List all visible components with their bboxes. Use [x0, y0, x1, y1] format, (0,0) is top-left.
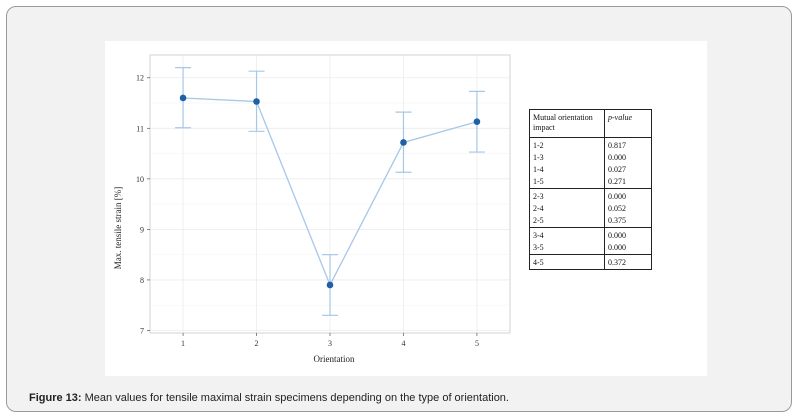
caption-label: Figure 13: — [29, 392, 82, 404]
figure-caption: Figure 13: Mean values for tensile maxim… — [29, 392, 769, 404]
p-value-cell: 0.271 — [604, 176, 652, 189]
figure-panel: 7 8 9 10 11 12 1 2 3 4 5 Orientation Max. tensile … — [105, 41, 707, 376]
p-value-cell: 0.000 — [604, 227, 652, 242]
table-row: 2-3 0.000 — [529, 188, 652, 203]
y-tick-label: 11 — [136, 124, 144, 133]
orientation-pair-cell: 2-3 — [529, 188, 605, 203]
data-point — [326, 281, 334, 289]
y-tick-label: 12 — [136, 74, 144, 83]
data-point — [473, 118, 481, 126]
x-tick-label: 1 — [181, 339, 185, 348]
table-header-orientation: Mutual orientation impact — [529, 109, 605, 138]
x-tick-label: 2 — [255, 339, 259, 348]
p-value-cell: 0.000 — [604, 188, 652, 203]
x-axis-label: Orientation — [314, 354, 355, 364]
orientation-pair-cell: 2-4 — [529, 203, 605, 215]
orientation-pair-cell: 4-5 — [529, 254, 605, 270]
x-tick-label: 3 — [328, 339, 332, 348]
orientation-pair-cell: 3-5 — [529, 242, 605, 255]
data-points — [179, 94, 481, 289]
table-row: 1-4 0.027 — [529, 164, 652, 176]
x-tick-label: 5 — [475, 339, 479, 348]
data-point — [253, 98, 260, 105]
p-value-cell: 0.817 — [604, 137, 652, 152]
y-tick-label: 7 — [140, 326, 144, 335]
orientation-pair-cell: 3-4 — [529, 227, 605, 242]
p-value-cell: 0.027 — [604, 164, 652, 176]
p-value-cell: 0.000 — [604, 152, 652, 164]
table-row: 2-4 0.052 — [529, 203, 652, 215]
table-row: 4-5 0.372 — [529, 254, 652, 270]
caption-text: Mean values for tensile maximal strain s… — [81, 392, 509, 404]
table-row: 1-3 0.000 — [529, 152, 652, 164]
table-row: 3-5 0.000 — [529, 242, 652, 255]
y-tick-label: 10 — [136, 175, 144, 184]
p-value-cell: 0.000 — [604, 242, 652, 255]
data-point — [179, 94, 187, 102]
p-value-cell: 0.052 — [604, 203, 652, 215]
table-row: 1-5 0.271 — [529, 176, 652, 189]
orientation-pair-cell: 1-3 — [529, 152, 605, 164]
orientation-pair-cell: 1-5 — [529, 176, 605, 189]
orientation-pair-cell: 1-4 — [529, 164, 605, 176]
orientation-pair-cell: 2-5 — [529, 215, 605, 228]
y-tick-label: 8 — [140, 276, 144, 285]
p-value-table-body: 1-2 0.817 1-3 0.000 1-4 0.027 1-5 0.271 2-3 0.000… — [529, 137, 652, 270]
table-row: 2-5 0.375 — [529, 215, 652, 228]
data-point — [400, 139, 407, 146]
x-tick-label: 4 — [401, 339, 405, 348]
p-value-cell: 0.375 — [604, 215, 652, 228]
y-tick-label: 9 — [140, 225, 144, 234]
table-header-p-value: p-value — [604, 109, 652, 138]
table-row: 1-2 0.817 — [529, 137, 652, 152]
p-value-table: Mutual orientation impact p-value 1-2 0.8… — [529, 109, 652, 270]
p-value-cell: 0.372 — [604, 254, 652, 270]
table-row: 3-4 0.000 — [529, 227, 652, 242]
y-axis-label: Max. tensile strain [%] — [113, 187, 123, 269]
orientation-pair-cell: 1-2 — [529, 137, 605, 152]
figure-frame: 7 8 9 10 11 12 1 2 3 4 5 Orientation Max. tensile … — [6, 6, 792, 412]
